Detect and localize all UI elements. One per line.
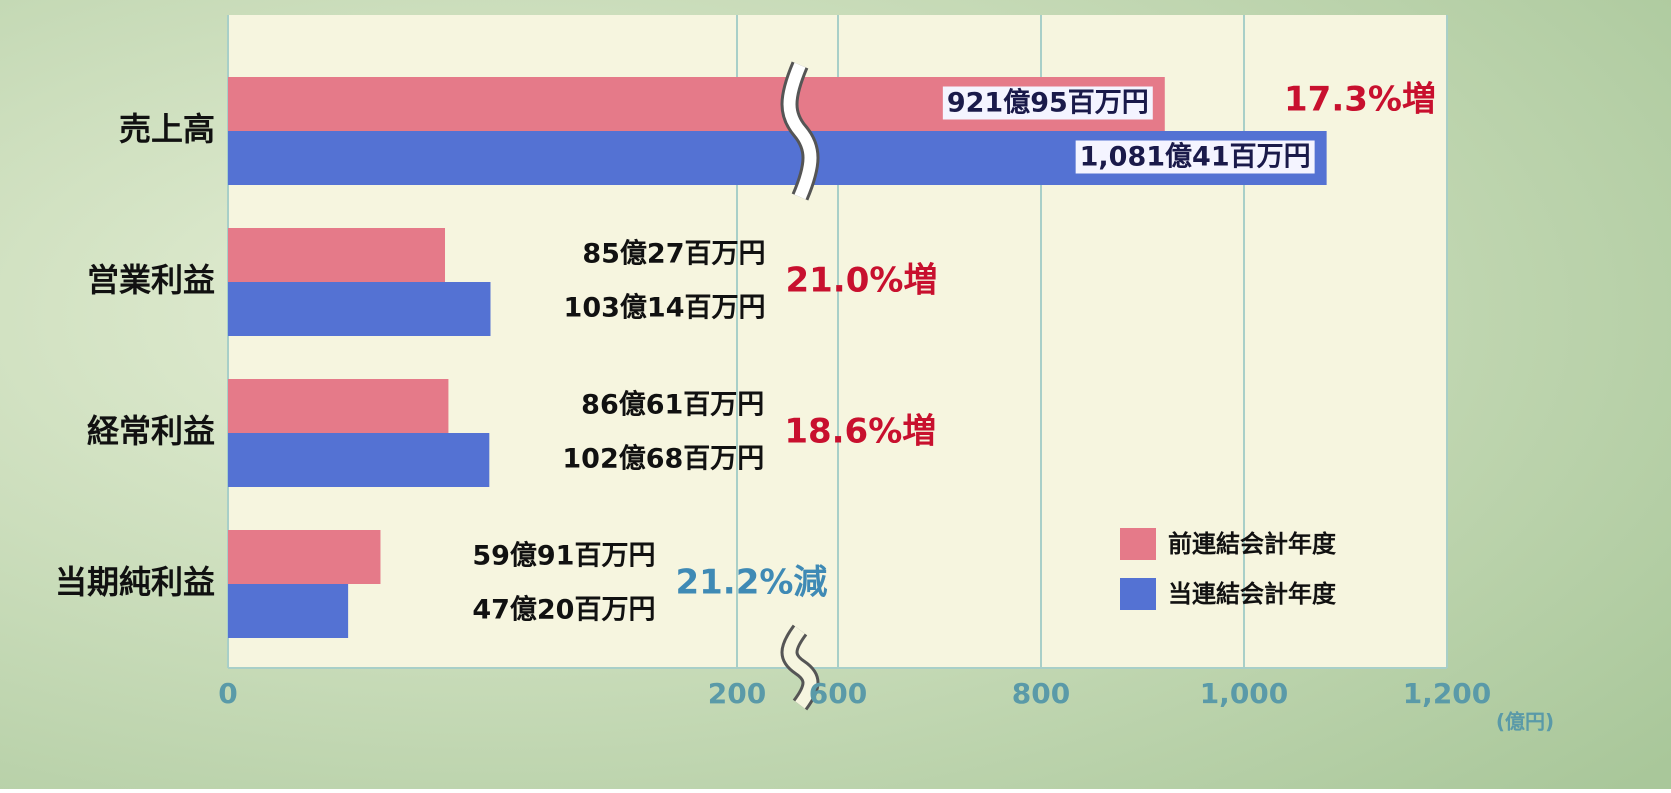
- value-label: 47億20百万円: [472, 595, 655, 626]
- category-label: 経常利益: [87, 412, 215, 450]
- x-tick-label: 600: [809, 677, 867, 710]
- x-tick-label: 0: [218, 677, 237, 710]
- legend-label: 前連結会計年度: [1168, 530, 1337, 558]
- axis-break: [783, 62, 817, 200]
- legend-label: 当連結会計年度: [1168, 580, 1337, 608]
- x-unit: (億円): [1496, 710, 1554, 734]
- change-label: 21.2%減: [675, 563, 827, 603]
- value-label-box: [1075, 140, 1315, 174]
- bar: [228, 584, 349, 638]
- category-label: 売上高: [119, 110, 215, 148]
- x-tick-label: 1,000: [1200, 677, 1289, 710]
- value-label: 921億95百万円: [947, 88, 1149, 119]
- category-label: 当期純利益: [55, 563, 215, 601]
- bar: [228, 228, 446, 282]
- category-label: 営業利益: [87, 261, 215, 299]
- legend-swatch: [1120, 578, 1156, 610]
- bar: [228, 433, 490, 487]
- x-tick-label: 1,200: [1403, 677, 1492, 710]
- change-label: 21.0%増: [785, 261, 937, 301]
- value-label: 85億27百万円: [582, 239, 765, 270]
- value-label: 103億14百万円: [564, 293, 766, 324]
- bar: [228, 530, 381, 584]
- change-label: 17.3%増: [1284, 80, 1436, 120]
- bar: [228, 379, 449, 433]
- value-label: 59億91百万円: [472, 541, 655, 572]
- axis-break: [783, 626, 817, 709]
- bar: [228, 282, 491, 336]
- value-label: 102億68百万円: [562, 444, 764, 475]
- value-label: 86億61百万円: [581, 390, 764, 421]
- change-label: 18.6%増: [784, 412, 936, 452]
- value-label-box: [942, 86, 1153, 120]
- legend-swatch: [1120, 528, 1156, 560]
- value-label: 1,081億41百万円: [1080, 142, 1311, 173]
- x-tick-label: 200: [708, 677, 766, 710]
- x-tick-label: 800: [1012, 677, 1070, 710]
